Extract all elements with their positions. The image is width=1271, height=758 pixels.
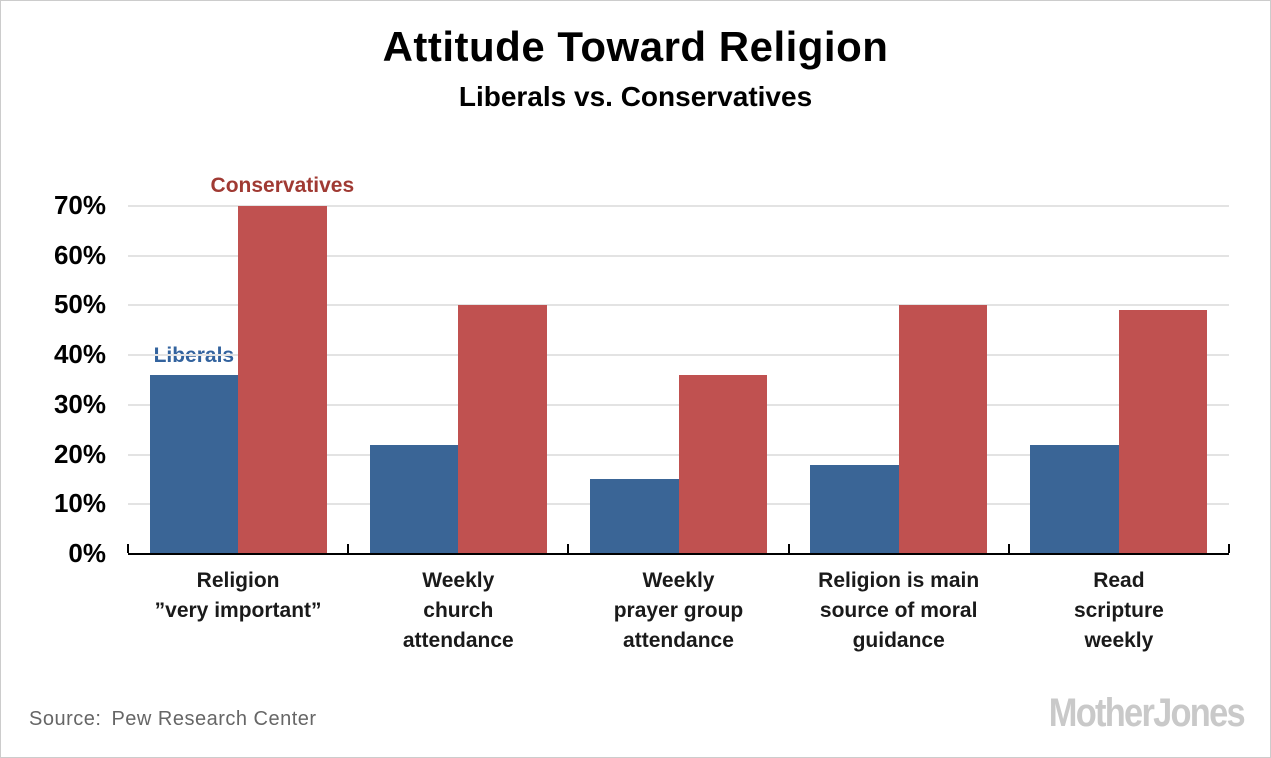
category-label-line: scripture	[1073, 599, 1164, 622]
y-axis-label-50: 50%	[53, 289, 106, 320]
liberals-bar-1	[369, 444, 459, 554]
conservatives-bar-1	[458, 305, 547, 554]
axis-tick-3	[787, 544, 790, 553]
category-label-2: Weekly prayer group attendance	[568, 566, 788, 656]
axis-tick-0	[127, 544, 129, 553]
y-axis-label-30: 30%	[53, 388, 106, 419]
series-label-conservatives: Conservatives	[210, 174, 355, 197]
liberals-bar-0	[149, 375, 239, 554]
category-label-line: Weekly	[422, 569, 495, 592]
y-axis-label-40: 40%	[53, 339, 106, 370]
conservatives-bar-3	[898, 305, 988, 554]
category-label-line: Religion is main	[818, 569, 980, 592]
category-label-4: Read scripture weekly	[1009, 566, 1229, 656]
category-label-line: prayer group	[613, 599, 744, 622]
chart-subtitle: Liberals vs. Conservatives	[458, 81, 813, 112]
y-axis-label-70: 70%	[53, 190, 106, 220]
axis-tick-5	[1228, 544, 1230, 553]
category-label-0: Religion ”very important”	[128, 566, 348, 626]
conservatives-bar-2	[678, 375, 767, 554]
axis-tick-1	[347, 544, 350, 553]
liberals-bar-2	[590, 479, 679, 554]
category-label-line: attendance	[623, 629, 734, 652]
y-axis-label-20: 20%	[53, 438, 106, 469]
category-label-line: attendance	[402, 629, 514, 652]
y-axis-label-60: 60%	[53, 239, 106, 270]
gridline-40	[128, 354, 1229, 357]
gridline-70	[128, 205, 1229, 207]
chart-title: Attitude Toward Religion	[382, 23, 889, 70]
axis-tick-4	[1007, 544, 1010, 553]
category-label-line: Religion	[196, 569, 280, 592]
category-label-line: guidance	[852, 629, 945, 652]
y-axis-label-10: 10%	[53, 488, 106, 519]
mother-jones-logo: MotherJones	[1048, 691, 1246, 735]
category-label-line: Weekly	[642, 569, 715, 592]
liberals-bar-4	[1030, 444, 1119, 554]
gridline-50	[128, 304, 1229, 307]
category-label-line: Read	[1093, 569, 1145, 592]
category-label-line: ”very important”	[154, 599, 322, 622]
liberals-bar-3	[810, 464, 899, 554]
category-label-line: church	[423, 599, 494, 622]
category-label-line: weekly	[1084, 629, 1154, 652]
axis-tick-2	[567, 544, 570, 553]
category-label-1: Weekly church attendance	[348, 566, 568, 656]
category-label-line: source of moral	[819, 599, 978, 622]
x-axis-line	[128, 553, 1229, 555]
conservatives-bar-0	[238, 206, 327, 554]
source-note: Source: Pew Research Center	[29, 708, 317, 731]
y-axis-label-0: 0%	[68, 538, 106, 568]
source-label: Source:	[29, 708, 102, 730]
source-text: Pew Research Center	[111, 708, 317, 730]
category-label-3: Religion is main source of moral guidance	[789, 566, 1009, 656]
conservatives-bar-4	[1118, 310, 1208, 554]
gridline-60	[128, 254, 1229, 257]
